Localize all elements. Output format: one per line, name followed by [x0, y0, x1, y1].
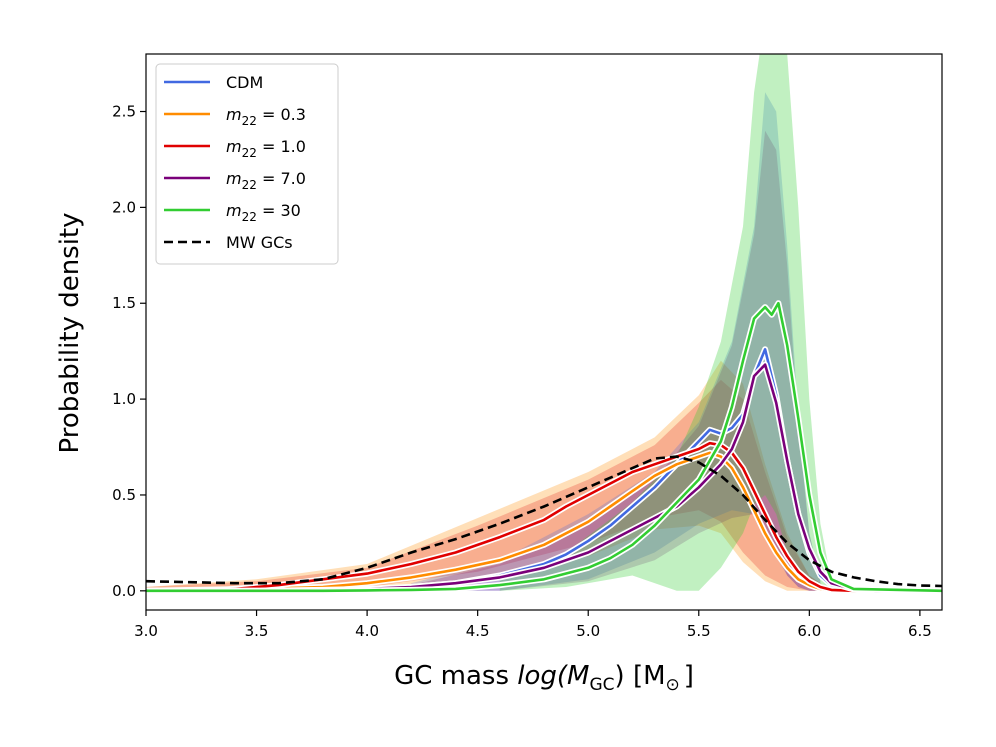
- legend-label-m03: m22 = 0.3: [226, 105, 306, 128]
- x-tick-label: 4.5: [466, 622, 490, 640]
- y-tick-label: 0.0: [112, 582, 136, 600]
- y-axis-label: Probability density: [55, 212, 85, 453]
- line-m1: [146, 441, 942, 593]
- legend-label-m1: m22 = 1.0: [226, 137, 306, 160]
- x-tick-label: 6.0: [797, 622, 821, 640]
- line-m30: [146, 301, 942, 593]
- x-tick-label: 6.5: [908, 622, 932, 640]
- legend-label-m30: m22 = 30: [226, 201, 301, 224]
- line-m7: [146, 363, 942, 593]
- x-tick-label: 3.5: [245, 622, 269, 640]
- x-tick-label: 5.0: [576, 622, 600, 640]
- x-tick-label: 3.0: [134, 622, 158, 640]
- y-tick-label: 2.5: [112, 103, 136, 121]
- x-tick-label: 4.0: [355, 622, 379, 640]
- legend: CDM m22 = 0.3 m22 = 1.0 m22 = 7.0 m22 = 30 MW…: [155, 63, 339, 265]
- legend-label-mw: MW GCs: [226, 233, 293, 252]
- legend-label-m7: m22 = 7.0: [226, 169, 306, 192]
- plot-frame: [145, 53, 943, 611]
- line-m03: [146, 451, 942, 593]
- band-m7: [411, 130, 821, 591]
- series-lines: [146, 300, 942, 594]
- band-m03: [146, 360, 832, 591]
- x-tick-label: 5.5: [687, 622, 711, 640]
- band-m30: [499, 54, 832, 591]
- y-tick-label: 2.0: [112, 198, 136, 216]
- y-tick-label: 1.5: [112, 294, 136, 312]
- y-tick-label: 0.5: [112, 486, 136, 504]
- x-axis-label: GC mass log(MGC) [M⊙]: [394, 661, 694, 695]
- y-axis-ticks: 0.0 0.5 1.0 1.5 2.0 2.5: [112, 103, 146, 600]
- line-mw: [146, 455, 942, 588]
- x-axis-ticks: 3.0 3.5 4.0 4.5 5.0 5.5 6.0 6.5: [134, 610, 932, 640]
- y-tick-label: 1.0: [112, 390, 136, 408]
- legend-label-cdm: CDM: [226, 73, 263, 92]
